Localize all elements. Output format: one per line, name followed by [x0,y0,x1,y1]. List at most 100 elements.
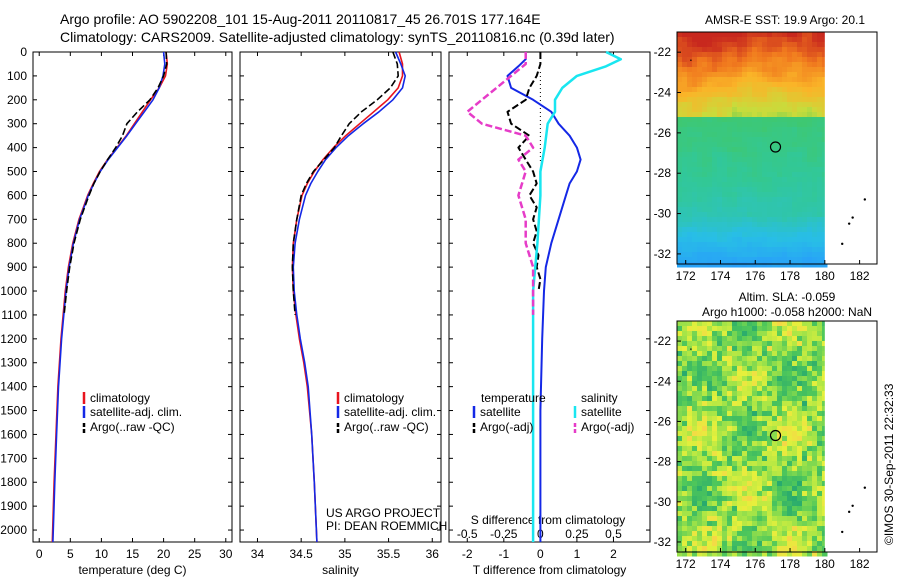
heatmap-cell [807,506,813,512]
heatmap-cell [782,97,788,103]
heatmap-cell [802,197,808,203]
heatmap-cell [817,177,823,183]
heatmap-cell [687,62,693,68]
heatmap-cell [777,356,783,362]
heatmap-cell [727,481,733,487]
heatmap-cell [732,222,738,228]
heatmap-cell [807,491,813,497]
heatmap-cell [757,551,763,557]
legend-label: satellite-adj. clim. [344,405,436,419]
heatmap-cell [812,511,818,517]
heatmap-cell [807,177,813,183]
island-dot [847,222,851,225]
heatmap-cell [697,87,703,93]
heatmap-cell [812,202,818,208]
heatmap-cell [707,37,713,43]
heatmap-cell [787,162,793,168]
heatmap-cell [772,212,778,218]
heatmap-cell [717,521,723,527]
heatmap-cell [707,87,713,93]
heatmap-cell [782,82,788,88]
heatmap-cell [747,52,753,58]
heatmap-cell [812,132,818,138]
heatmap-cell [722,371,728,377]
heatmap-cell [782,232,788,238]
heatmap-cell [772,97,778,103]
heatmap-cell [762,441,768,447]
heatmap-cell [777,361,783,367]
heatmap-cell [727,122,733,128]
heatmap-cell [772,451,778,457]
heatmap-cell [772,356,778,362]
heatmap-cell [762,202,768,208]
heatmap-cell [722,336,728,342]
heatmap-cell [722,57,728,63]
heatmap-cell [682,92,688,98]
heatmap-cell [702,366,708,372]
heatmap-cell [772,152,778,158]
heatmap-cell [757,132,763,138]
heatmap-cell [777,157,783,163]
heatmap-cell [692,421,698,427]
map-title: Altim. SLA: -0.059 [739,290,836,304]
heatmap-cell [722,102,728,108]
heatmap-cell [777,232,783,238]
heatmap-cell [677,441,683,447]
heatmap-cell [717,371,723,377]
heatmap-cell [822,326,828,332]
heatmap-cell [707,242,713,248]
heatmap-cell [692,501,698,507]
heatmap-cell [692,127,698,133]
heatmap-cell [772,421,778,427]
heatmap-cell [697,411,703,417]
heatmap-cell [782,441,788,447]
heatmap-cell [702,331,708,337]
heatmap-cell [782,526,788,532]
heatmap-cell [702,87,708,93]
heatmap-cell [717,212,723,218]
heatmap-cell [747,401,753,407]
y-tick-label: 2000 [0,523,27,537]
heatmap-cell [802,162,808,168]
heatmap-cell [797,52,803,58]
heatmap-cell [772,516,778,522]
heatmap-cell [772,391,778,397]
heatmap-cell [677,506,683,512]
heatmap-cell [787,421,793,427]
heatmap-cell [767,237,773,243]
heatmap-cell [822,516,828,522]
heatmap-cell [692,506,698,512]
heatmap-cell [697,227,703,233]
heatmap-cell [767,386,773,392]
heatmap-cell [717,381,723,387]
heatmap-cell [777,441,783,447]
heatmap-cell [717,97,723,103]
heatmap-cell [737,262,743,268]
heatmap-cell [692,476,698,482]
heatmap-cell [802,262,808,268]
heatmap-cell [702,381,708,387]
heatmap-cell [812,436,818,442]
heatmap-cell [777,62,783,68]
heatmap-cell [722,361,728,367]
heatmap-cell [822,82,828,88]
heatmap-cell [722,326,728,332]
heatmap-cell [772,426,778,432]
heatmap-cells [677,32,828,268]
heatmap-cell [697,341,703,347]
heatmap-cell [792,232,798,238]
heatmap-cell [732,371,738,377]
heatmap-cell [747,386,753,392]
heatmap-cell [767,451,773,457]
heatmap-cell [732,97,738,103]
heatmap-cell [747,391,753,397]
heatmap-cell [807,511,813,517]
heatmap-cell [787,516,793,522]
heatmap-cell [772,162,778,168]
y-tick-label: -24 [654,86,672,100]
heatmap-cell [812,172,818,178]
heatmap-cell [777,326,783,332]
heatmap-cell [687,227,693,233]
heatmap-cell [702,396,708,402]
heatmap-cell [812,371,818,377]
